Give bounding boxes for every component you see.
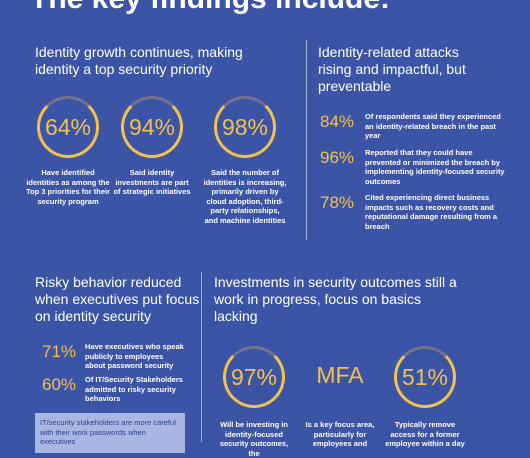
stat-text: Is a key focus area, particularly for em… [305,420,375,448]
stat-text: Have identified identities as among the … [25,168,111,206]
stat-text: Said the number of identities is increas… [203,168,287,225]
stat-text: Said identity investments are part of st… [113,168,191,196]
stat-text: Typically remove access for a former emp… [385,420,465,448]
stat-text: Of respondents said they experienced an … [365,112,501,140]
page: The key findings include: Identity growt… [25,0,505,458]
stat-ring: 94% [121,96,183,158]
stat-text: Reported that they could have prevented … [365,148,505,186]
stat-value: 78% [320,193,355,212]
stat-value: 71% [42,342,77,361]
heading: Identity growth continues, making identi… [35,44,243,77]
stat-text: Of IT/Security Stakeholders admitted to … [85,375,183,403]
note-box: IT/security stakeholders are more carefu… [35,413,185,453]
divider [201,272,202,442]
title: The key findings include: [30,0,390,16]
stat-value: 84% [320,112,355,131]
stat-text: Have executives who speak publicly to em… [85,342,184,370]
stat-text: Cited experiencing direct business impac… [365,193,498,231]
heading: Investments in security outcomes still a… [214,274,457,324]
stat-value: MFA [316,362,364,388]
stat-ring: 64% [37,96,99,158]
stat-text: Will be investing in identity-focused se… [219,420,289,458]
stat-ring: 98% [214,96,276,158]
divider [306,40,307,240]
stat-value: 96% [320,148,355,167]
heading: Risky behavior reduced when executives p… [35,274,200,324]
stat-ring: 51% [394,346,456,408]
stat-value: 60% [42,375,77,394]
stat-ring: 97% [223,346,285,408]
heading: Identity-related attacks rising and impa… [318,44,466,94]
